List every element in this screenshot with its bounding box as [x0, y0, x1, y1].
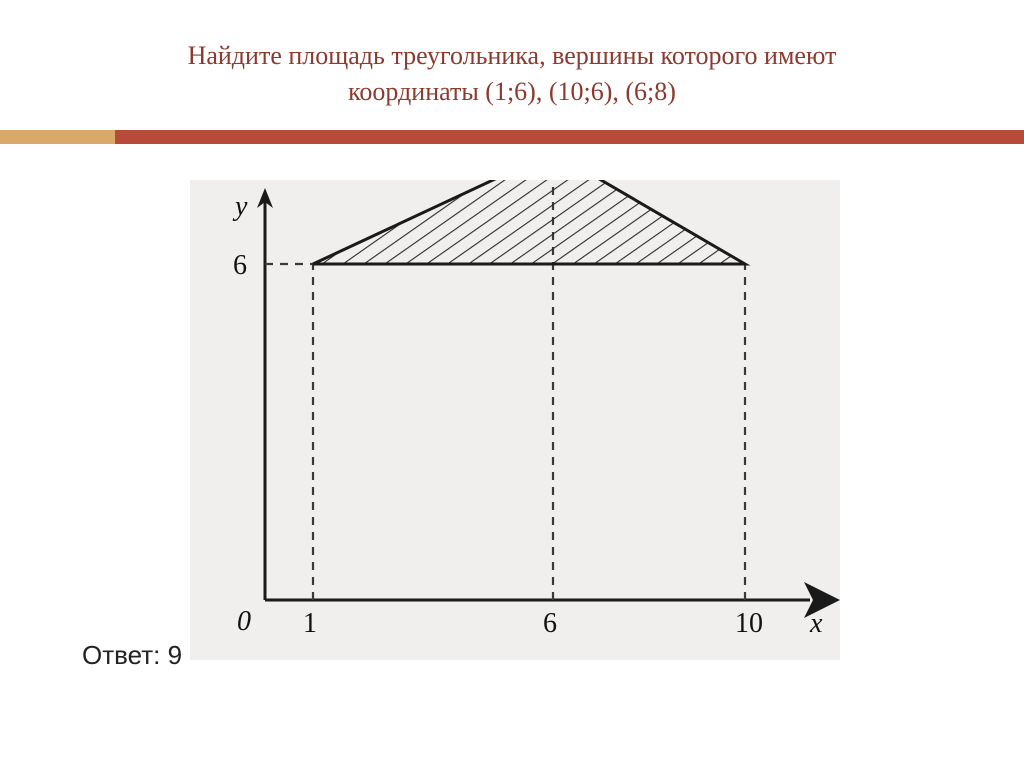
answer-separator: :: [153, 640, 167, 670]
divider-left: [0, 130, 115, 144]
title-line-2: координаты (1;6), (10;6), (6;8): [80, 74, 944, 110]
answer-text: Ответ: 9: [82, 640, 182, 671]
coordinate-chart: 0yx161068: [190, 180, 840, 660]
chart-svg: 0yx161068: [190, 180, 840, 660]
title-line-1: Найдите площадь треугольника, вершины ко…: [80, 38, 944, 74]
problem-title: Найдите площадь треугольника, вершины ко…: [80, 38, 944, 111]
x-axis-label: x: [809, 608, 823, 639]
x-tick-label: 6: [543, 608, 557, 639]
divider-bar: [0, 130, 1024, 144]
y-axis-label: y: [232, 191, 248, 222]
x-tick-label: 1: [303, 608, 317, 639]
divider-right: [115, 130, 1024, 144]
answer-label: Ответ: [82, 640, 153, 670]
answer-value: 9: [168, 640, 182, 670]
origin-label: 0: [237, 606, 251, 637]
y-tick-label: 6: [233, 250, 247, 281]
x-tick-label: 10: [735, 608, 763, 639]
triangle-shape: [313, 180, 745, 264]
